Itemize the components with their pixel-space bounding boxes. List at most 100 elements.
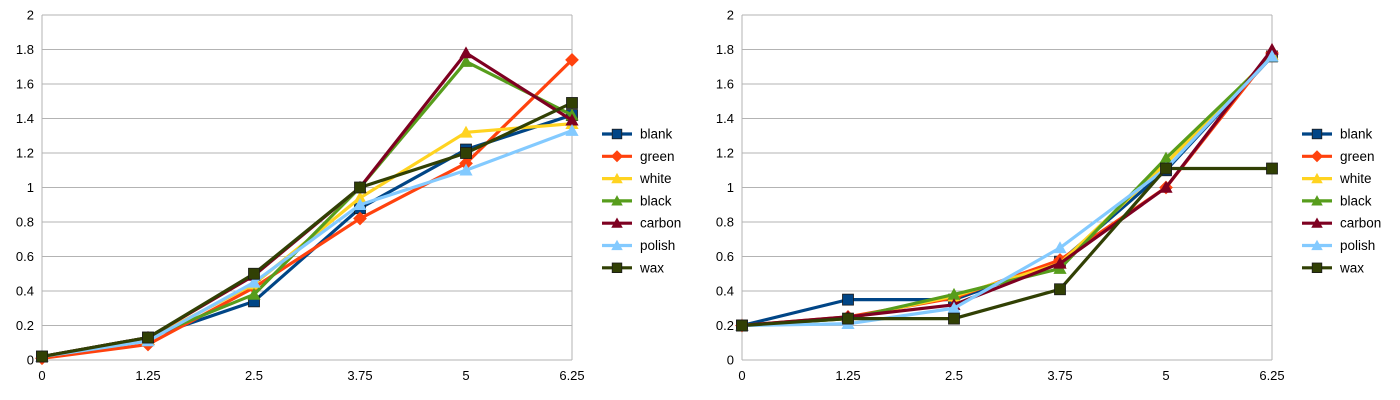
point-wax-5 — [1266, 162, 1278, 175]
point-white-3 — [353, 191, 367, 204]
legend-item-polish: polish — [602, 238, 675, 253]
series-green — [35, 52, 579, 366]
legend-label-polish: polish — [1340, 238, 1375, 253]
legend-label-black: black — [1340, 193, 1372, 208]
series-line-polish — [741, 55, 1274, 328]
x-tick-label: 3.75 — [347, 368, 372, 383]
point-wax-1 — [142, 331, 154, 344]
y-tick-label: 1.6 — [16, 77, 34, 92]
point-carbon-5 — [565, 113, 579, 126]
point-green-4 — [459, 156, 473, 171]
x-tick-label: 1.25 — [135, 368, 160, 383]
point-wax-0 — [736, 319, 748, 332]
point-blank-1 — [842, 293, 854, 306]
point-black-4 — [459, 54, 473, 67]
y-tick-label: 0.8 — [716, 215, 734, 230]
legend-item-blank: blank — [602, 127, 673, 142]
point-polish-5 — [1265, 49, 1279, 62]
series-line-wax — [741, 166, 1272, 328]
point-blank-legend — [1311, 128, 1323, 140]
x-tick-label: 2.5 — [945, 368, 963, 383]
y-tick-label: 1.4 — [716, 111, 734, 126]
legend-item-polish: polish — [1302, 238, 1375, 253]
point-wax-2 — [948, 312, 960, 325]
legend-label-blank: blank — [640, 127, 673, 142]
series-line-black — [41, 59, 573, 359]
x-tick-label: 5 — [462, 368, 469, 383]
legend-item-blank: blank — [1302, 127, 1373, 142]
y-tick-label: 0 — [727, 353, 734, 368]
point-carbon-legend — [1311, 217, 1323, 228]
chart-1-legend: blank green white black carbon polish wax — [602, 127, 681, 275]
y-tick-label: 0.4 — [716, 284, 734, 299]
legend-label-black: black — [640, 193, 672, 208]
series-white — [735, 48, 1279, 331]
y-tick-label: 0.4 — [16, 284, 34, 299]
series-line-wax — [41, 101, 573, 359]
series-wax — [36, 97, 578, 363]
legend-item-black: black — [1302, 193, 1372, 208]
point-carbon-5 — [1265, 42, 1279, 55]
y-tick-label: 1.8 — [16, 42, 34, 57]
y-tick-label: 0.6 — [16, 249, 34, 264]
point-black-legend — [611, 195, 623, 206]
point-polish-2 — [247, 275, 261, 288]
y-tick-label: 0.8 — [16, 215, 34, 230]
point-white-legend — [1311, 172, 1323, 184]
point-wax-1 — [842, 312, 854, 325]
legend-label-wax: wax — [639, 260, 664, 275]
series-green — [735, 46, 1279, 333]
point-white-legend — [611, 172, 623, 184]
chart-2-legend: blank green white black carbon polish wax — [1302, 127, 1381, 275]
y-tick-label: 1 — [727, 180, 734, 195]
x-tick-label: 2.5 — [245, 368, 263, 383]
y-tick-label: 1.4 — [16, 111, 34, 126]
series-black — [735, 49, 1279, 331]
series-line-polish — [41, 129, 573, 359]
legend-label-blank: blank — [1340, 127, 1373, 142]
y-tick-label: 1.8 — [716, 42, 734, 57]
series-black — [35, 54, 579, 362]
y-tick-label: 0.2 — [16, 318, 34, 333]
series-line-blank — [41, 113, 573, 359]
y-tick-label: 0 — [27, 353, 34, 368]
legend-label-green: green — [1340, 149, 1375, 164]
point-wax-legend — [1311, 262, 1323, 274]
legend-item-carbon: carbon — [1302, 216, 1381, 231]
legend-item-carbon: carbon — [602, 216, 681, 231]
legend-label-carbon: carbon — [1340, 216, 1381, 231]
point-green-legend — [611, 150, 623, 163]
x-tick-label: 1.25 — [835, 368, 860, 383]
point-wax-2 — [248, 267, 260, 280]
series-line-carbon — [41, 51, 573, 359]
y-tick-label: 0.6 — [716, 249, 734, 264]
point-wax-4 — [1160, 162, 1172, 175]
point-green-3 — [353, 211, 367, 226]
point-polish-2 — [947, 301, 961, 314]
x-tick-label: 5 — [1162, 368, 1169, 383]
point-polish-5 — [565, 123, 579, 136]
series-carbon — [35, 46, 579, 362]
point-blank-legend — [611, 128, 623, 140]
x-tick-label: 6.25 — [1259, 368, 1284, 383]
x-tick-label: 6.25 — [559, 368, 584, 383]
legend-label-polish: polish — [640, 238, 675, 253]
point-wax-5 — [566, 97, 578, 109]
chart-2: 0 0.2 0.4 0.6 0.8 1 1.2 1.4 1.6 1.8 2 0 1.25 2.5 3.75 5… — [716, 8, 1381, 384]
point-carbon-4 — [459, 46, 473, 59]
legend-item-wax: wax — [1302, 260, 1364, 275]
point-polish-legend — [1311, 239, 1323, 251]
point-black-2 — [247, 287, 261, 300]
point-wax-4 — [460, 147, 472, 159]
y-tick-label: 1.6 — [716, 77, 734, 92]
point-carbon-4 — [1159, 180, 1173, 193]
point-wax-3 — [354, 181, 366, 194]
point-green-legend — [1311, 150, 1323, 163]
point-carbon-legend — [611, 217, 623, 228]
point-carbon-3 — [1053, 256, 1067, 269]
series-polish — [735, 49, 1279, 331]
y-tick-label: 0.2 — [716, 318, 734, 333]
legend-item-green: green — [602, 149, 675, 164]
x-tick-label: 0 — [738, 368, 745, 383]
